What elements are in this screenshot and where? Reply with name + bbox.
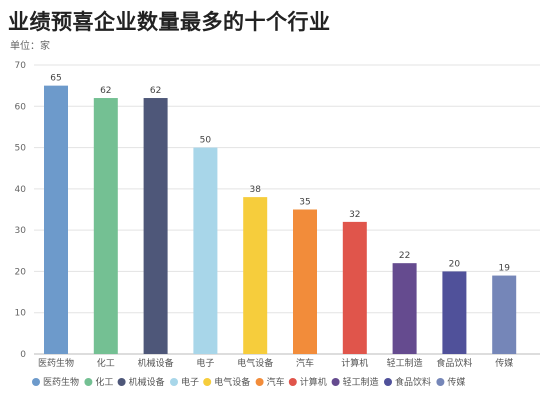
- y-tick-label: 40: [15, 185, 27, 195]
- y-tick-label: 70: [15, 61, 27, 71]
- bar: [492, 275, 517, 354]
- bar: [93, 98, 118, 355]
- legend-marker: [170, 378, 178, 386]
- x-tick-label: 医药生物: [38, 357, 74, 369]
- data-labels: 65 62 62 50 38 35 32 22 20 19: [50, 74, 510, 274]
- legend-label: 电气设备: [214, 376, 250, 388]
- legend-marker: [436, 378, 445, 386]
- grid-lines: [34, 64, 540, 314]
- x-tick-label: 汽车: [296, 357, 314, 369]
- legend-label: 化工: [95, 376, 113, 388]
- chart-subtitle: 单位：家: [10, 41, 50, 52]
- bar: [143, 98, 168, 355]
- y-tick-label: 10: [15, 309, 27, 319]
- data-label: 62: [100, 86, 111, 96]
- legend-label: 食品饮料: [395, 376, 431, 388]
- y-tick-label: 20: [15, 267, 27, 277]
- bar: [392, 263, 417, 354]
- x-tick-label: 机械设备: [138, 357, 174, 369]
- y-tick-label: 50: [15, 144, 27, 154]
- legend-marker: [255, 378, 264, 386]
- legend-marker: [203, 378, 212, 386]
- data-label: 65: [50, 74, 61, 84]
- x-tick-label: 计算机: [341, 357, 368, 369]
- legend-label: 电子: [181, 376, 199, 388]
- data-label: 32: [349, 210, 360, 220]
- legend-marker: [331, 378, 340, 386]
- legend-label: 机械设备: [129, 376, 165, 388]
- y-tick-label: 0: [20, 350, 26, 360]
- x-axis: 医药生物 化工 机械设备 电子 电气设备 汽车 计算机 轻工制造 食品饮料 传媒: [38, 357, 513, 369]
- legend-label: 传媒: [447, 376, 465, 388]
- y-tick-label: 30: [15, 226, 27, 236]
- bar: [293, 209, 317, 354]
- data-label: 50: [200, 136, 212, 146]
- x-tick-label: 食品饮料: [436, 357, 472, 369]
- data-label: 19: [498, 264, 510, 274]
- data-label: 22: [399, 251, 410, 261]
- legend-marker: [32, 378, 40, 386]
- y-tick-label: 60: [15, 102, 27, 112]
- data-label: 62: [150, 86, 161, 96]
- data-label: 20: [449, 259, 461, 269]
- legend-label: 汽车: [267, 376, 285, 388]
- legend-label: 计算机: [300, 376, 327, 388]
- bar: [243, 197, 268, 354]
- legend: 医药生物 化工 机械设备 电子 电气设备 汽车 计算机 轻工制造 食品饮料 传媒: [32, 376, 465, 388]
- x-tick-label: 传媒: [495, 357, 513, 369]
- data-label: 35: [299, 198, 310, 208]
- legend-marker: [384, 378, 392, 386]
- legend-marker: [84, 378, 93, 386]
- bar: [442, 271, 467, 354]
- x-tick-label: 化工: [97, 357, 115, 369]
- x-tick-label: 电子: [196, 357, 214, 369]
- legend-marker: [288, 378, 297, 386]
- bar: [44, 85, 68, 355]
- bars: [44, 85, 517, 355]
- chart-title: 业绩预喜企业数量最多的十个行业: [8, 10, 331, 34]
- bar: [193, 147, 218, 354]
- x-tick-label: 电气设备: [237, 357, 273, 369]
- legend-marker: [117, 378, 126, 386]
- legend-label: 轻工制造: [343, 376, 379, 388]
- data-label: 38: [249, 185, 261, 195]
- legend-label: 医药生物: [43, 376, 79, 388]
- bar: [342, 221, 367, 354]
- x-tick-label: 轻工制造: [387, 357, 423, 369]
